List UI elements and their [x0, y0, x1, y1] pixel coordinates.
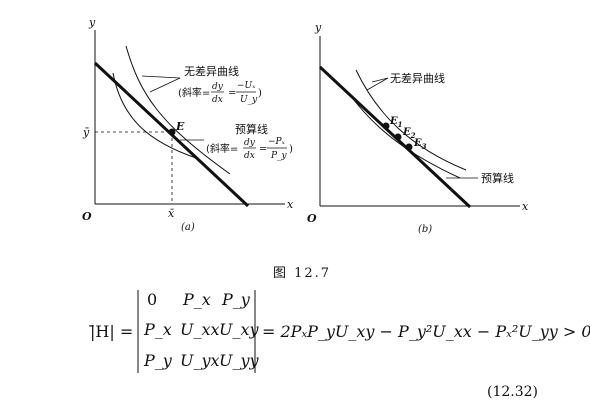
panel-b-e2-label: E2	[402, 127, 416, 140]
panel-b-e2-sub: 2	[410, 131, 416, 140]
figure-caption: 图 12.7	[273, 266, 332, 281]
panel-b-caption: (b)	[418, 224, 432, 235]
panel-b-point-e2	[394, 133, 402, 141]
matrix-cell-1-2: U_xy	[219, 320, 259, 339]
panel-a-point-e	[168, 128, 176, 136]
panel-b-e1-label: E1	[389, 116, 403, 129]
panel-a-indiff-slope-prefix: (斜率=	[178, 86, 210, 99]
panel-b-indiff-leader-2	[366, 77, 389, 91]
panel-b-e3-sub: 3	[422, 142, 427, 151]
matrix-cell-0-0: 0	[147, 290, 158, 309]
panel-b-indiff-label: 无差异曲线	[390, 71, 445, 85]
panel-a-xbar-label: x̄	[168, 207, 175, 220]
matrix-cell-1-0: P_x	[144, 320, 172, 339]
matrix-cell-2-0: P_y	[144, 351, 172, 370]
panel-b-indifference-curve-1	[347, 91, 461, 179]
panel-a-indifference-curve-2	[125, 45, 231, 175]
panel-a-budget-slope-den: dx	[244, 151, 255, 161]
panel-a-budget-slope-suffix: )	[289, 144, 293, 155]
panel-a-budget-slope-num2: −Pₓ	[268, 137, 286, 147]
panel-b-point-e3	[405, 143, 413, 151]
panel-a-indiff-slope-suffix: )	[258, 88, 262, 99]
panel-a-budget-slope-eq: =	[259, 144, 267, 155]
panel-a-indiff-slope-den: dx	[212, 95, 223, 105]
panel-a-y-label: y	[88, 16, 96, 29]
panel-b-y-label: y	[314, 21, 322, 34]
panel-a-ybar-label: ȳ	[82, 126, 90, 139]
equation-number: (12.32)	[487, 384, 539, 400]
panel-b-x-label: x	[522, 200, 529, 213]
panel-b	[318, 36, 520, 209]
matrix-cell-0-2: P_y	[222, 290, 250, 309]
panel-a	[93, 30, 285, 208]
panel-b-indiff-leader-1	[371, 77, 389, 83]
panel-a-origin-label: O	[82, 210, 92, 223]
panel-a-indiff-slope-num2: −Uₓ	[237, 81, 256, 91]
panel-b-e3-label: E3	[413, 138, 427, 151]
panel-a-indiff-slope-num: dy	[212, 82, 224, 92]
panel-a-budget-label: 预算线	[235, 122, 268, 136]
panel-b-point-e1	[382, 122, 390, 130]
panel-a-indiff-slope-den2: U_y	[240, 95, 258, 105]
determinant-lhs: |̄H| =	[90, 322, 134, 341]
panel-b-e1-sub: 1	[398, 120, 403, 129]
panel-b-budget-label: 预算线	[481, 171, 514, 185]
matrix-cell-1-1: U_xx	[180, 320, 220, 339]
panel-b-indifference-curve-2	[355, 69, 467, 171]
panel-a-budget-slope-num: dy	[244, 138, 256, 148]
panel-a-x-label: x	[287, 198, 294, 211]
panel-a-indiff-slope-eq: =	[228, 88, 236, 99]
panel-a-caption: (a)	[181, 222, 195, 233]
panel-a-budget-slope-prefix: (斜率=	[206, 142, 238, 155]
panel-a-indiff-label: 无差异曲线	[184, 64, 239, 78]
equation-rhs: = 2PₓP_yU_xy − P_y²U_xx − Pₓ²U_yy > 0	[262, 322, 590, 341]
panel-a-indifference-curve-1	[112, 72, 197, 159]
panel-a-point-e-label: E	[175, 120, 185, 133]
panel-b-origin-label: O	[307, 212, 317, 225]
panel-a-budget-slope-den2: P_y	[270, 151, 288, 161]
panel-a-indiff-leader-1	[149, 77, 181, 93]
matrix-cell-0-1: P_x	[183, 290, 211, 309]
matrix-cell-2-1: U_yx	[180, 351, 220, 370]
matrix-cell-2-2: U_yy	[219, 351, 259, 370]
panel-a-indiff-leader-2	[141, 75, 181, 79]
